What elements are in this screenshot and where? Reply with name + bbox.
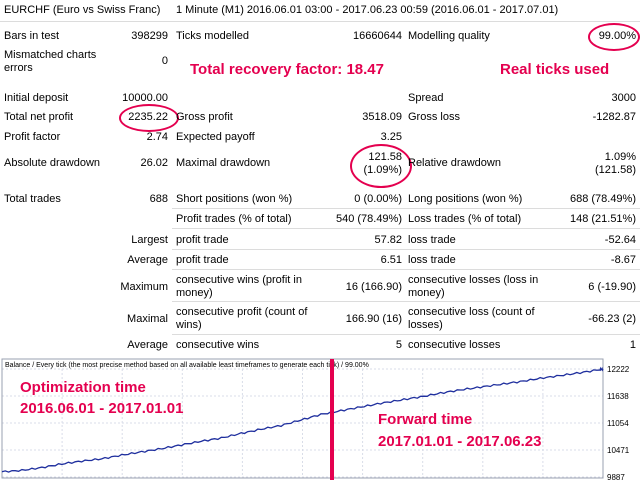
largest-lt-value: -52.64 [604, 234, 636, 246]
absdd-label: Absolute drawdown [4, 157, 101, 169]
average-pt-value: 6.51 [380, 254, 402, 266]
real-ticks-annotation: Real ticks used [500, 61, 610, 78]
mismatch-value: 0 [161, 55, 168, 67]
balance-series-line [1, 366, 604, 473]
average2-label: Average [127, 339, 168, 351]
spread-label: Spread [408, 92, 444, 104]
average-lt-value: -8.67 [610, 254, 636, 266]
grid-line [172, 334, 640, 335]
short-value: 0 (0.00%) [354, 193, 402, 205]
y-tick-label: 11638 [607, 392, 629, 401]
y-tick-label: 10471 [607, 446, 630, 455]
grossprofit-value: 3518.09 [362, 111, 402, 123]
grid-line [172, 208, 640, 209]
deposit-label: Initial deposit [4, 92, 69, 104]
mismatch-label: Mismatched charts errors [4, 49, 97, 74]
maximal-label: Maximal [127, 313, 168, 325]
largest-label: Largest [131, 234, 168, 246]
grossloss-label: Gross loss [408, 111, 460, 123]
pf-value: 2.74 [146, 131, 168, 143]
chart-title: Balance / Every tick (the most precise m… [5, 362, 369, 369]
max-cw-label: consecutive wins (profit in money) [176, 274, 302, 299]
absdd-value: 26.02 [140, 157, 168, 169]
grid-line [172, 269, 640, 270]
test-period: 1 Minute (M1) 2016.06.01 03:00 - 2017.06… [176, 4, 559, 16]
pt-value: 540 (78.49%) [335, 213, 402, 225]
header-divider [0, 21, 640, 22]
reldd-value: 1.09% (121.58) [595, 151, 636, 176]
max-cl-label: consecutive losses (loss in money) [408, 274, 539, 299]
split-marker-line [330, 359, 334, 480]
max-cw-value: 16 (166.90) [345, 281, 402, 293]
balance-chart: Balance / Every tick (the most precise m… [0, 357, 640, 480]
maximum-label: Maximum [120, 281, 168, 293]
trades-label: Total trades [4, 193, 61, 205]
spread-value: 3000 [611, 92, 636, 104]
largest-pt-value: 57.82 [374, 234, 402, 246]
long-label: Long positions (won %) [408, 193, 523, 205]
grid-line [172, 249, 640, 250]
y-tick-label: 12222 [607, 365, 630, 374]
deposit-value: 10000.00 [122, 92, 168, 104]
y-tick-label: 9887 [607, 473, 625, 480]
average-label: Average [127, 254, 168, 266]
short-label: Short positions (won %) [176, 193, 293, 205]
y-tick-label: 11054 [607, 419, 629, 428]
ticks-value: 16660644 [353, 30, 402, 42]
quality-highlight-circle [588, 23, 640, 51]
ticks-label: Ticks modelled [176, 30, 249, 42]
recovery-annotation: Total recovery factor: 18.47 [190, 61, 384, 78]
chart-background [0, 357, 640, 480]
maxdd-highlight-circle [350, 144, 412, 188]
reldd-label: Relative drawdown [408, 157, 501, 169]
grossprofit-label: Gross profit [176, 111, 233, 123]
plot-frame [1, 358, 604, 479]
average-pt-label: profit trade [176, 254, 229, 266]
symbol-title: EURCHF (Euro vs Swiss Franc) [4, 4, 161, 16]
optimization-range: 2016.06.01 - 2017.01.01 [20, 400, 183, 417]
avg-cl-value: 1 [629, 339, 636, 351]
mx-cl-label: consecutive loss (count of losses) [408, 306, 535, 331]
average-lt-label: loss trade [408, 254, 456, 266]
pf-label: Profit factor [4, 131, 61, 143]
max-cl-value: 6 (-19.90) [588, 281, 636, 293]
ep-label: Expected payoff [176, 131, 255, 143]
bars-label: Bars in test [4, 30, 60, 42]
trades-value: 688 [149, 193, 168, 205]
mx-cp-value: 166.90 (16) [345, 313, 402, 325]
chart-grid [2, 368, 603, 478]
long-value: 688 (78.49%) [569, 193, 636, 205]
ep-value: 3.25 [380, 131, 402, 143]
avg-cl-label: consecutive losses [408, 339, 501, 351]
avg-cw-value: 5 [395, 339, 402, 351]
mx-cl-value: -66.23 (2) [588, 313, 636, 325]
forward-range: 2017.01.01 - 2017.06.23 [378, 433, 541, 450]
y-axis-ticks: 12222 11638 11054 10471 9887 [607, 365, 630, 480]
grid-line [172, 228, 640, 229]
bars-value: 398299 [131, 30, 168, 42]
mx-cp-label: consecutive profit (count of wins) [176, 306, 308, 331]
maxdd-label: Maximal drawdown [176, 157, 271, 169]
lt-value: 148 (21.51%) [569, 213, 636, 225]
largest-lt-label: loss trade [408, 234, 456, 246]
forward-title: Forward time [378, 411, 472, 428]
optimization-title: Optimization time [20, 379, 146, 396]
grid-line [172, 301, 640, 302]
grossloss-value: -1282.87 [592, 111, 636, 123]
netprofit-label: Total net profit [4, 111, 74, 123]
avg-cw-label: consecutive wins [176, 339, 260, 351]
netprofit-highlight-circle [119, 104, 179, 132]
largest-pt-label: profit trade [176, 234, 229, 246]
pt-label: Profit trades (% of total) [176, 213, 292, 225]
lt-label: Loss trades (% of total) [408, 213, 522, 225]
quality-label: Modelling quality [408, 30, 490, 42]
